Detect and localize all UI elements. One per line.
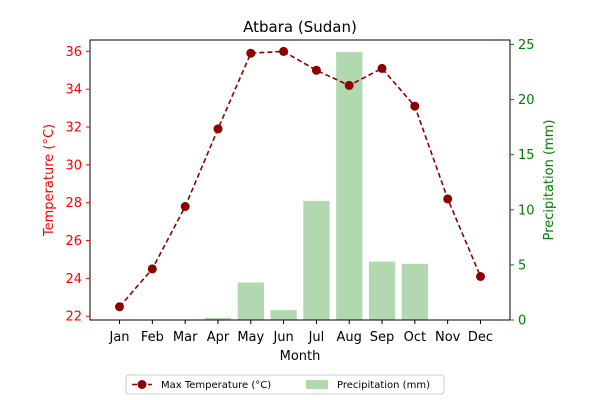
legend-temperature-label: Max Temperature (°C) <box>161 380 271 391</box>
y-axis-right-label: Precipitation (mm) <box>542 120 557 241</box>
y-right-tick-label: 15 <box>518 148 535 163</box>
x-tick-label: Jun <box>272 330 293 345</box>
x-tick-label: Jul <box>308 330 325 345</box>
x-tick-label: Dec <box>468 330 493 345</box>
temperature-point-mar <box>180 202 190 211</box>
temperature-point-sep <box>377 63 387 73</box>
temperature-point-may <box>246 48 256 58</box>
x-axis-label: Month <box>280 349 321 364</box>
x-tick-label: Apr <box>207 330 230 345</box>
temperature-point-nov <box>443 194 453 204</box>
temperature-point-jun <box>279 46 289 56</box>
legend-precipitation-patch <box>306 380 328 389</box>
x-axis: Jan Feb Mar Apr May Jun Jul Aug Sep Oct Nov Dec <box>109 320 493 345</box>
temperature-line <box>115 46 485 312</box>
x-tick-label: Aug <box>337 330 362 345</box>
precipitation-bar-aug <box>336 52 363 320</box>
precipitation-bar-jul <box>303 200 330 320</box>
x-tick-label: Mar <box>173 330 198 345</box>
y-right-tick-label: 0 <box>518 314 526 329</box>
y-left-tick-label: 28 <box>65 196 82 211</box>
y-left-tick-label: 26 <box>65 234 82 249</box>
y-right-tick-label: 5 <box>518 258 526 273</box>
x-tick-label: Feb <box>141 330 164 345</box>
y-left-tick-label: 32 <box>65 121 82 136</box>
x-tick-label: Nov <box>435 330 461 345</box>
y-left-tick-label: 22 <box>65 310 82 325</box>
precipitation-bar-oct <box>401 263 428 320</box>
y-left-tick-label: 24 <box>65 272 82 287</box>
temperature-point-aug <box>344 80 354 90</box>
precipitation-bar-sep <box>368 261 396 320</box>
precipitation-bars <box>204 52 428 320</box>
y-right-tick-label: 10 <box>518 203 535 218</box>
y-axis-left: 22 24 26 28 30 32 34 36 <box>65 45 90 325</box>
precipitation-bar-jun <box>270 310 297 320</box>
temperature-point-jul <box>311 65 321 75</box>
y-right-tick-label: 25 <box>518 38 535 53</box>
precipitation-bar-may <box>237 282 264 320</box>
x-tick-label: Jan <box>109 330 130 345</box>
y-right-tick-label: 20 <box>518 93 535 108</box>
temperature-point-dec <box>476 272 485 281</box>
precipitation-bar-apr <box>204 317 232 320</box>
y-axis-left-label: Temperature (°C) <box>42 124 57 237</box>
y-axis-right: 0 5 10 15 20 25 <box>510 38 535 329</box>
x-tick-label: May <box>237 330 264 345</box>
chart-title: Atbara (Sudan) <box>243 18 357 36</box>
legend: Max Temperature (°C) Precipitation (mm) <box>125 374 445 395</box>
temperature-point-jan <box>115 302 124 312</box>
legend-precipitation-label: Precipitation (mm) <box>337 380 430 391</box>
legend-box <box>125 374 445 395</box>
temperature-point-apr <box>213 124 223 134</box>
y-left-tick-label: 34 <box>65 83 82 98</box>
y-left-tick-label: 36 <box>65 45 82 60</box>
temperature-point-feb <box>147 264 157 274</box>
x-tick-label: Oct <box>404 330 426 345</box>
x-tick-label: Sep <box>370 330 395 345</box>
legend-temperature-marker <box>137 380 147 389</box>
temperature-point-oct <box>410 101 420 111</box>
y-left-tick-label: 30 <box>65 158 82 173</box>
plot-frame <box>89 39 511 321</box>
temperature-line-path <box>118 50 482 308</box>
